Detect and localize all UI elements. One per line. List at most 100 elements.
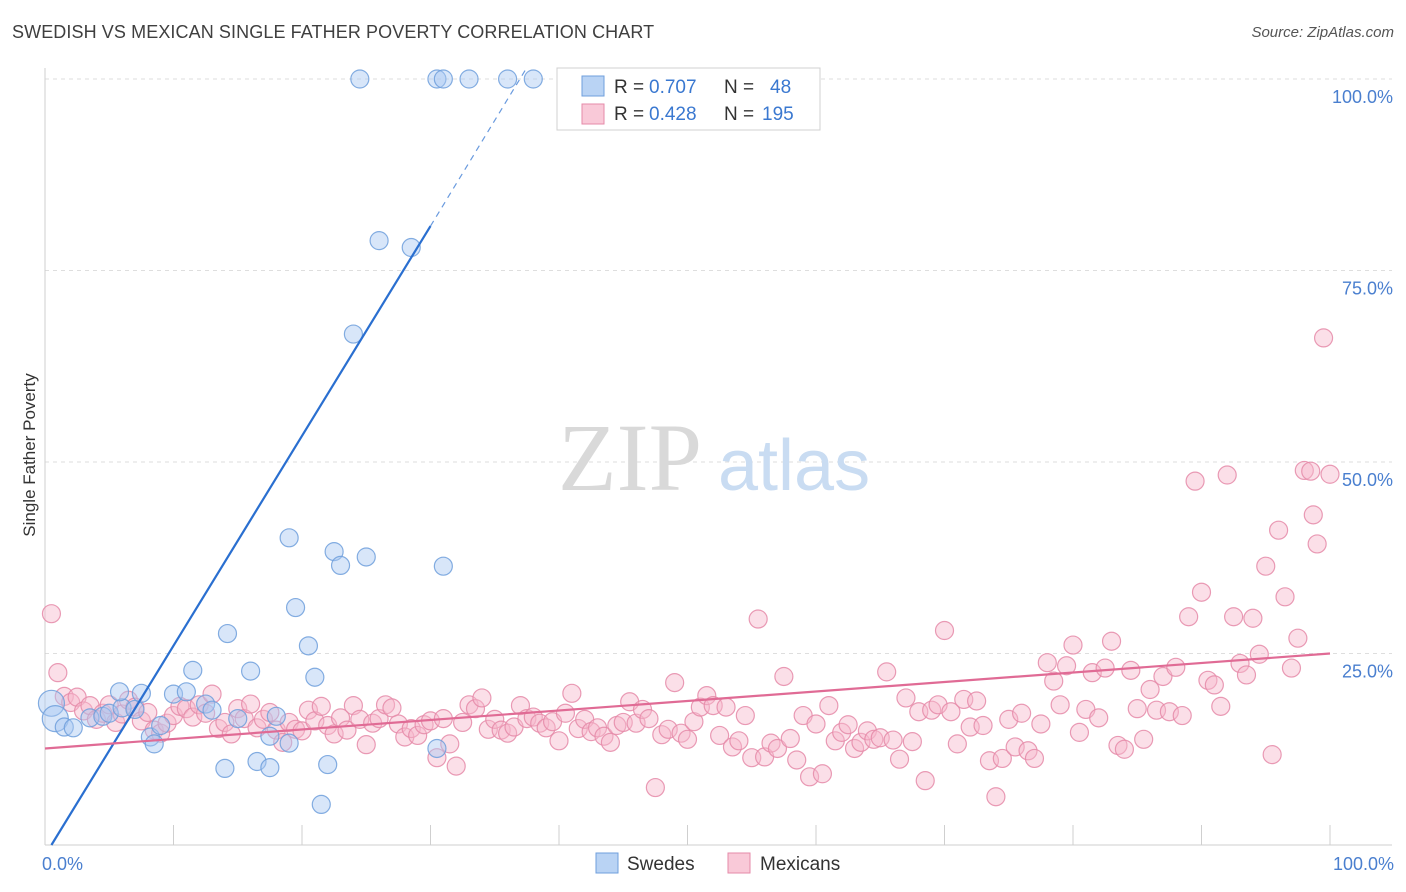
mexicans-point — [1166, 657, 1186, 677]
mexicans-point — [1179, 607, 1199, 627]
correlation-legend: R = 0.707 N = 48 R = 0.428 N = 195 — [556, 67, 821, 131]
mexicans-point — [41, 604, 62, 624]
y-tick-label-3: 100.0% — [1332, 87, 1393, 107]
swedes-point — [305, 667, 325, 687]
swedes-point — [369, 231, 389, 251]
mexicans-point — [446, 756, 466, 776]
mexicans-point — [902, 731, 922, 752]
swedes-point — [330, 555, 351, 576]
legend-n-label-1: N = — [724, 77, 754, 98]
y-tick-label-2: 75.0% — [1342, 279, 1393, 299]
mexicans-point — [934, 620, 955, 641]
mexicans-point — [1005, 737, 1025, 757]
mexicans-point — [806, 714, 826, 734]
mexicans-point — [973, 715, 993, 736]
legend-swatch-swedes-bottom — [595, 852, 619, 874]
y-axis-title: Single Father Poverty — [20, 373, 39, 537]
legend-n-value-1: 48 — [770, 77, 791, 98]
watermark-atlas: atlas — [718, 426, 870, 506]
mexicans-point — [729, 731, 749, 751]
swedes-point — [279, 733, 299, 753]
mexicans-point — [1275, 587, 1295, 607]
mexicans-point — [1127, 699, 1147, 719]
mexicans-point — [183, 707, 203, 727]
mexicans-point — [1114, 739, 1135, 759]
chart-title: SWEDISH VS MEXICAN SINGLE FATHER POVERTY… — [12, 22, 655, 42]
mexicans-point — [440, 734, 460, 754]
mexicans-point — [677, 729, 698, 749]
mexicans-point — [1256, 556, 1276, 576]
mexicans-point — [710, 725, 730, 746]
legend-r-value-1: 0.707 — [649, 77, 697, 98]
swedes-point — [350, 69, 370, 89]
mexicans-point — [311, 696, 331, 716]
x-tick-label-max: 100.0% — [1333, 854, 1394, 874]
mexicans-point — [202, 684, 222, 704]
mexicans-point — [947, 734, 967, 754]
swedes-point — [459, 69, 479, 89]
swedes-point — [318, 754, 338, 775]
swedes-point — [285, 597, 306, 618]
mexicans-point — [896, 688, 916, 708]
mexicans-point — [665, 673, 685, 693]
mexicans-point — [1159, 702, 1179, 722]
mexicans-point — [1140, 679, 1160, 700]
trend-lines — [44, 67, 1331, 846]
mexicans-point — [1204, 675, 1224, 695]
mexicans-point — [992, 748, 1012, 769]
mexicans-point — [767, 738, 788, 759]
mexicans-point — [1050, 695, 1070, 715]
swedes-point — [433, 556, 453, 576]
watermark-zip: ZIP — [558, 404, 702, 511]
mexicans-point — [639, 709, 659, 729]
mexicans-point — [1037, 653, 1057, 673]
mexicans-point — [812, 764, 833, 784]
mexicans-point — [215, 712, 235, 733]
mexicans-point — [967, 691, 987, 711]
legend-swatch-mexicans — [581, 103, 605, 125]
mexicans-point — [1172, 705, 1192, 726]
mexicans-point — [1185, 471, 1205, 491]
y-tick-label-1: 50.0% — [1342, 470, 1393, 490]
mexicans-point — [761, 733, 781, 753]
mexicans-point — [600, 732, 621, 752]
mexicans-point — [1281, 658, 1302, 678]
legend-r-label-1: R = — [614, 77, 644, 98]
axes — [44, 68, 1392, 846]
mexicans-point — [48, 663, 68, 683]
mexicans-trend-line — [44, 652, 1331, 750]
mexicans-point — [1313, 328, 1334, 348]
legend-r-label-2: R = — [614, 104, 644, 125]
swedes-point — [266, 706, 286, 726]
mexicans-point — [1018, 741, 1038, 761]
legend-n-value-2: 195 — [762, 104, 794, 125]
mexicans-point — [645, 777, 665, 798]
swedes-point — [427, 69, 447, 89]
mexicans-point — [1069, 722, 1090, 742]
swedes-point — [343, 324, 363, 344]
mexicans-point — [555, 703, 576, 723]
mexicans-point — [1044, 671, 1064, 691]
y-tick-labels: 25.0% 50.0% 75.0% 100.0% — [1332, 87, 1393, 682]
mexicans-point — [1211, 696, 1231, 716]
mexicans-point — [1024, 748, 1045, 769]
mexicans-point — [986, 787, 1006, 807]
swedes-point — [241, 661, 261, 681]
watermark: ZIP atlas — [558, 404, 870, 511]
mexicans-point — [382, 698, 402, 718]
swedes-point — [279, 528, 299, 548]
mexicans-point — [228, 699, 248, 719]
mexicans-point — [562, 683, 582, 703]
legend-label-swedes: Swedes — [627, 854, 695, 875]
mexicans-point — [151, 723, 171, 743]
swedes-point — [356, 547, 376, 567]
mexicans-point — [1089, 708, 1109, 728]
mexicans-point — [241, 694, 261, 714]
mexicans-point — [838, 715, 858, 735]
mexicans-point — [1294, 460, 1314, 481]
mexicans-point — [819, 695, 839, 716]
mexicans-point — [883, 730, 903, 750]
mexicans-point — [1121, 660, 1141, 680]
mexicans-point — [1056, 656, 1077, 676]
swedes-point — [176, 682, 196, 702]
